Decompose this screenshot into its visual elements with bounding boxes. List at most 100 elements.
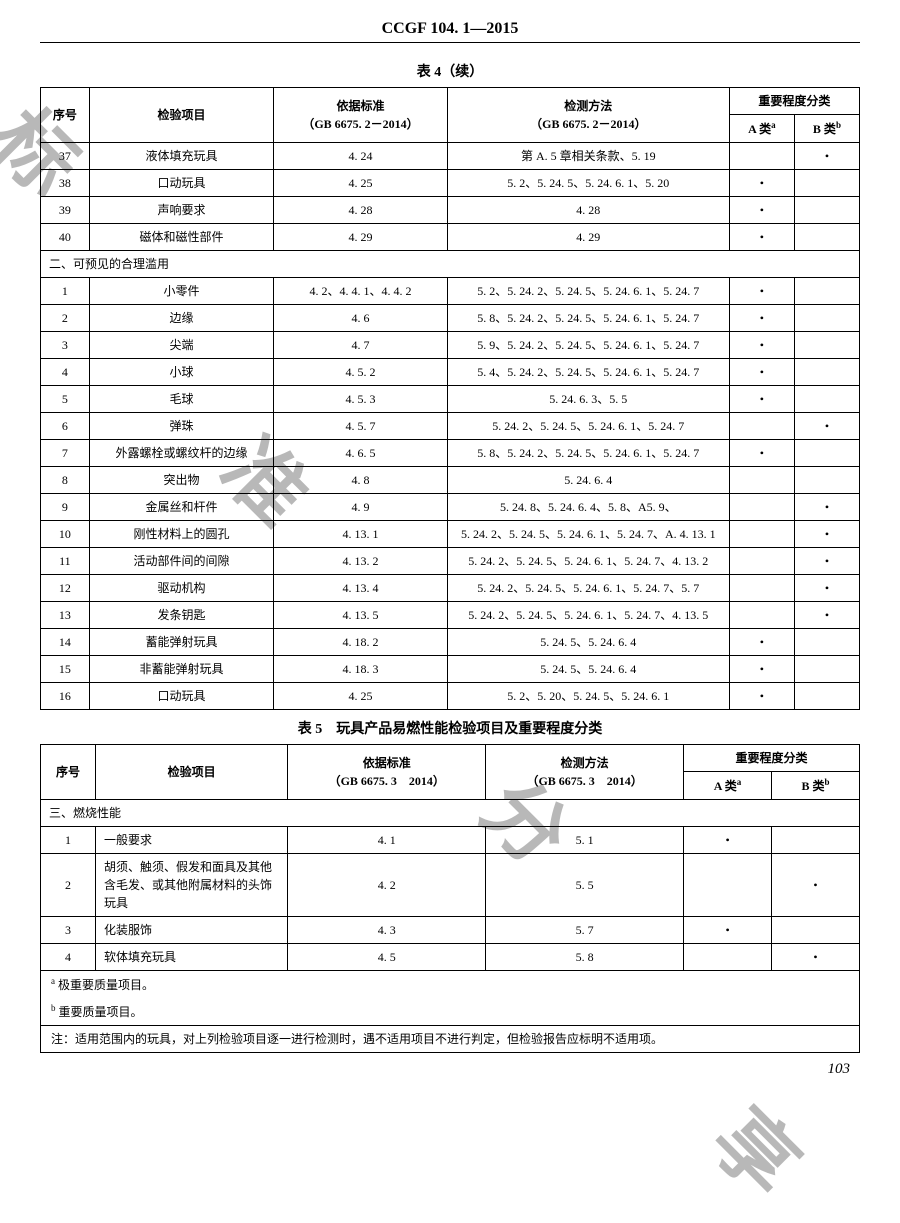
th-a-label: A 类 [714, 779, 737, 793]
cell-b: • [794, 413, 859, 440]
sup-a: a [737, 777, 742, 787]
cell-method: 5. 2、5. 24. 2、5. 24. 5、5. 24. 6. 1、5. 24… [447, 278, 729, 305]
th-seq: 序号 [41, 745, 96, 800]
cell-a [729, 521, 794, 548]
cell-std: 4. 29 [274, 224, 448, 251]
cell-method: 5. 24. 2、5. 24. 5、5. 24. 6. 1、5. 24. 7 [447, 413, 729, 440]
cell-a: • [729, 683, 794, 710]
cell-std: 4. 18. 2 [274, 629, 448, 656]
cell-item: 边缘 [89, 305, 273, 332]
table-row: 2胡须、触须、假发和面具及其他含毛发、或其他附属材料的头饰玩具4. 25. 5• [41, 854, 860, 917]
cell-a: • [684, 827, 772, 854]
table4: 序号 检验项目 依据标准（GB 6675. 2－2014） 检测方法（GB 66… [40, 87, 860, 710]
cell-item: 口动玩具 [89, 683, 273, 710]
cell-method: 5. 8、5. 24. 2、5. 24. 5、5. 24. 6. 1、5. 24… [447, 305, 729, 332]
cell-item: 化装服饰 [95, 917, 287, 944]
cell-b: • [794, 602, 859, 629]
cell-std: 4. 8 [274, 467, 448, 494]
th-method: 检测方法（GB 6675. 3 2014） [486, 745, 684, 800]
cell-item: 刚性材料上的圆孔 [89, 521, 273, 548]
cell-seq: 15 [41, 656, 90, 683]
th-method-sub: （GB 6675. 2－2014） [530, 117, 646, 131]
cell-a: • [729, 332, 794, 359]
cell-b [794, 656, 859, 683]
cell-method: 5. 24. 5、5. 24. 6. 4 [447, 629, 729, 656]
cell-seq: 16 [41, 683, 90, 710]
cell-std: 4. 13. 4 [274, 575, 448, 602]
cell-method: 5. 24. 2、5. 24. 5、5. 24. 6. 1、5. 24. 7、4… [447, 602, 729, 629]
cell-std: 4. 6. 5 [274, 440, 448, 467]
table-row: 38口动玩具4. 255. 2、5. 24. 5、5. 24. 6. 1、5. … [41, 170, 860, 197]
cell-seq: 1 [41, 278, 90, 305]
cell-b [794, 629, 859, 656]
cell-b [794, 170, 859, 197]
cell-a: • [729, 170, 794, 197]
cell-seq: 9 [41, 494, 90, 521]
watermark: 享 [691, 1079, 830, 1218]
cell-b [794, 224, 859, 251]
cell-method: 5. 1 [486, 827, 684, 854]
cell-a [729, 467, 794, 494]
cell-std: 4. 5 [288, 944, 486, 971]
cell-method: 第 A. 5 章相关条款、5. 19 [447, 143, 729, 170]
cell-b [794, 440, 859, 467]
table-row: 16口动玩具4. 255. 2、5. 20、5. 24. 5、5. 24. 6.… [41, 683, 860, 710]
table-row: 1小零件4. 2、4. 4. 1、4. 4. 25. 2、5. 24. 2、5.… [41, 278, 860, 305]
cell-item: 口动玩具 [89, 170, 273, 197]
th-method-label: 检测方法 [561, 756, 609, 770]
table-row: 8突出物4. 85. 24. 6. 4 [41, 467, 860, 494]
th-seq: 序号 [41, 88, 90, 143]
cell-seq: 6 [41, 413, 90, 440]
cell-b [794, 332, 859, 359]
cell-method: 5. 5 [486, 854, 684, 917]
th-std-sub: （GB 6675. 2－2014） [302, 117, 418, 131]
th-method: 检测方法（GB 6675. 2－2014） [447, 88, 729, 143]
cell-item: 磁体和磁性部件 [89, 224, 273, 251]
table4-caption: 表 4（续） [40, 61, 860, 81]
table-row: 40磁体和磁性部件4. 294. 29• [41, 224, 860, 251]
note-text: 注：适用范围内的玩具，对上列检验项目逐一进行检测时，遇不适用项目不进行判定，但检… [41, 1026, 860, 1053]
cell-method: 5. 24. 6. 4 [447, 467, 729, 494]
section3-label: 三、燃烧性能 [41, 800, 860, 827]
cell-std: 4. 3 [288, 917, 486, 944]
cell-a: • [729, 656, 794, 683]
th-importance: 重要程度分类 [684, 745, 860, 772]
cell-seq: 3 [41, 917, 96, 944]
cell-a: • [684, 917, 772, 944]
cell-std: 4. 28 [274, 197, 448, 224]
cell-std: 4. 7 [274, 332, 448, 359]
cell-item: 非蓄能弹射玩具 [89, 656, 273, 683]
cell-item: 突出物 [89, 467, 273, 494]
cell-b [772, 917, 860, 944]
table-row: 7外露螺栓或螺纹杆的边缘4. 6. 55. 8、5. 24. 2、5. 24. … [41, 440, 860, 467]
cell-std: 4. 1 [288, 827, 486, 854]
cell-item: 一般要求 [95, 827, 287, 854]
table-row: 14蓄能弹射玩具4. 18. 25. 24. 5、5. 24. 6. 4• [41, 629, 860, 656]
cell-method: 5. 24. 2、5. 24. 5、5. 24. 6. 1、5. 24. 7、5… [447, 575, 729, 602]
cell-b [772, 827, 860, 854]
cell-item: 外露螺栓或螺纹杆的边缘 [89, 440, 273, 467]
cell-method: 5. 7 [486, 917, 684, 944]
th-importance: 重要程度分类 [729, 88, 859, 115]
table-row: 9金属丝和杆件4. 95. 24. 8、5. 24. 6. 4、5. 8、A5.… [41, 494, 860, 521]
cell-seq: 2 [41, 854, 96, 917]
cell-b: • [794, 494, 859, 521]
cell-item: 小球 [89, 359, 273, 386]
cell-item: 软体填充玩具 [95, 944, 287, 971]
cell-item: 液体填充玩具 [89, 143, 273, 170]
cell-b: • [772, 944, 860, 971]
cell-item: 胡须、触须、假发和面具及其他含毛发、或其他附属材料的头饰玩具 [95, 854, 287, 917]
table-row: 10刚性材料上的圆孔4. 13. 15. 24. 2、5. 24. 5、5. 2… [41, 521, 860, 548]
table-row: 6弹珠4. 5. 75. 24. 2、5. 24. 5、5. 24. 6. 1、… [41, 413, 860, 440]
table-row: 3尖端4. 75. 9、5. 24. 2、5. 24. 5、5. 24. 6. … [41, 332, 860, 359]
table-row: 39声响要求4. 284. 28• [41, 197, 860, 224]
footnote-b: b 重要质量项目。 [41, 998, 860, 1026]
table-row: 4小球4. 5. 25. 4、5. 24. 2、5. 24. 5、5. 24. … [41, 359, 860, 386]
cell-a [729, 143, 794, 170]
th-a-label: A 类 [748, 122, 771, 136]
cell-a: • [729, 278, 794, 305]
foot-b-text: 重要质量项目。 [59, 1005, 143, 1019]
section2-label: 二、可预见的合理滥用 [41, 251, 860, 278]
table-row: 4软体填充玩具4. 55. 8• [41, 944, 860, 971]
table-row: 1一般要求4. 15. 1• [41, 827, 860, 854]
